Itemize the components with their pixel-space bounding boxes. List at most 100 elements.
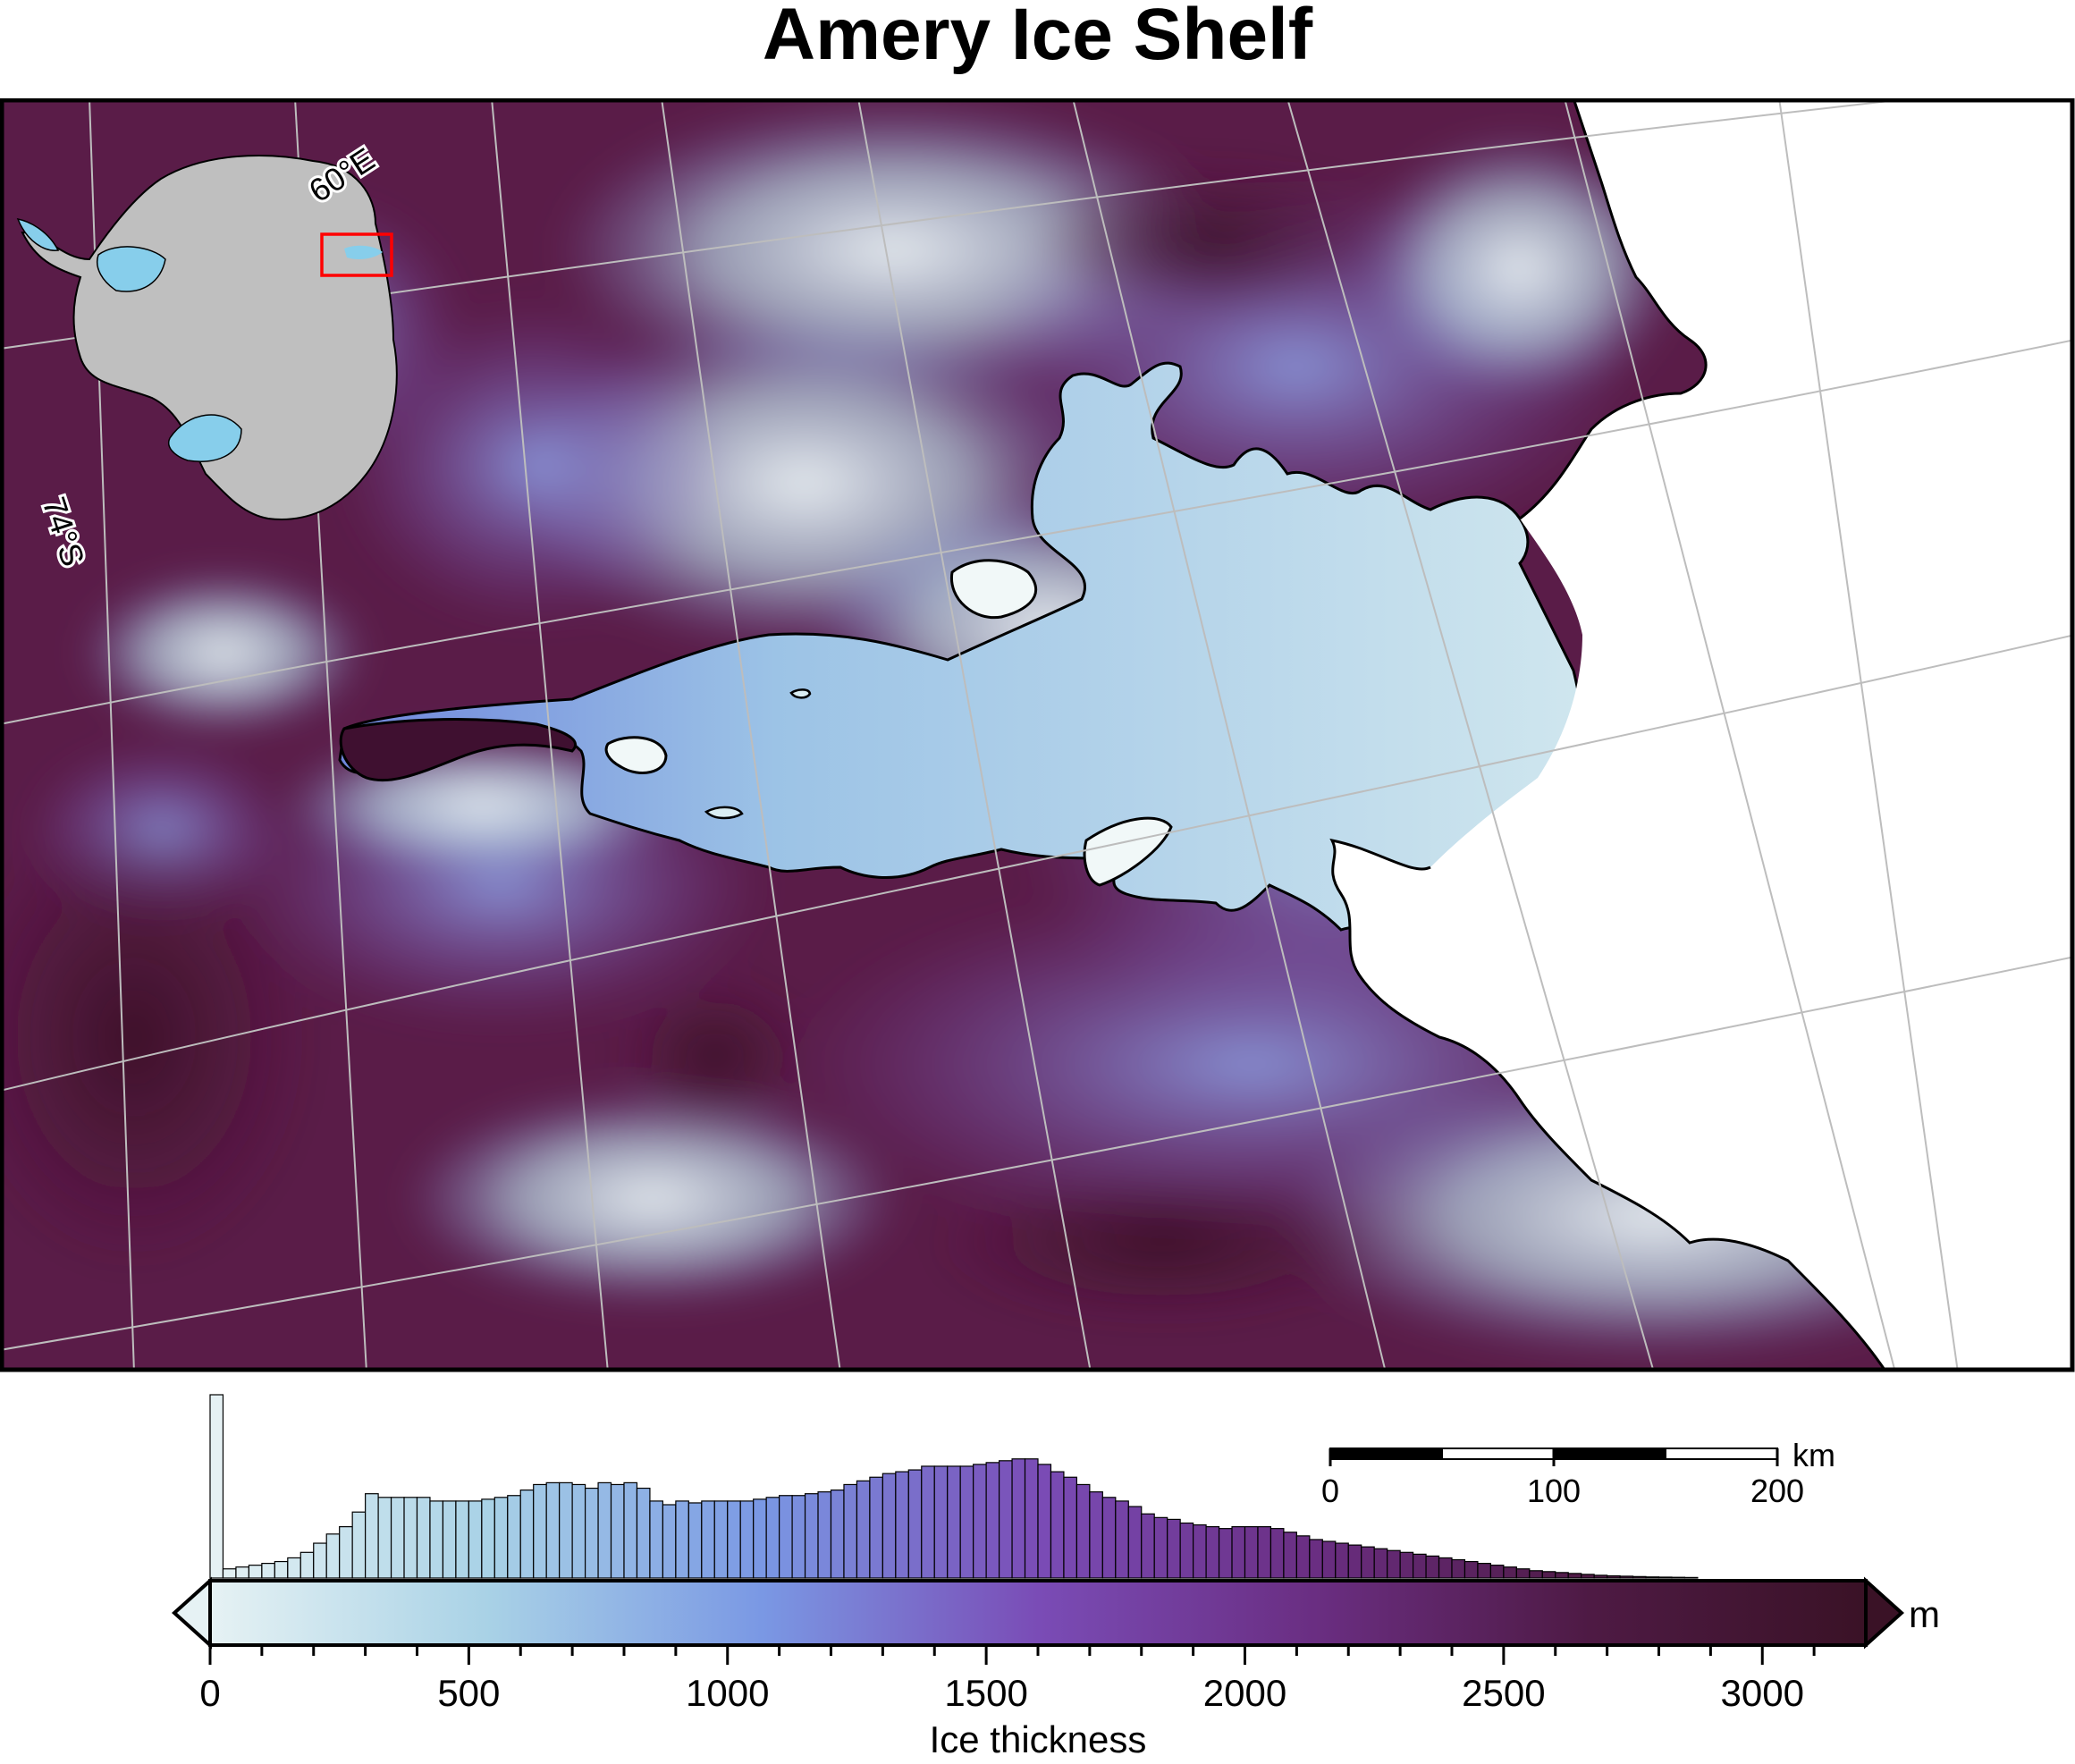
histogram-bar <box>584 1487 599 1579</box>
histogram-bar <box>1632 1575 1647 1579</box>
histogram-bar <box>1438 1557 1453 1579</box>
colorbar-ticks <box>208 1645 1816 1665</box>
ice-rise <box>789 688 812 699</box>
histogram-bar <box>636 1487 651 1579</box>
scale-bar-unit: km <box>1792 1437 1835 1473</box>
histogram-bar <box>235 1566 250 1579</box>
histogram-bar <box>1683 1576 1699 1579</box>
histogram-bar <box>649 1500 664 1579</box>
colorbar-low-arrow <box>172 1576 212 1650</box>
colorbar-label: Ice thickness <box>930 1718 1147 1760</box>
histogram-bar <box>1089 1491 1103 1579</box>
inset-peninsula <box>16 217 60 251</box>
histogram-bar <box>998 1460 1013 1579</box>
scale-bar-tick-100: 100 <box>1527 1473 1581 1509</box>
histogram-bar <box>1619 1575 1634 1579</box>
colorbar-tick-label: 500 <box>437 1672 500 1714</box>
histogram-bar <box>287 1557 301 1579</box>
histogram-bar <box>610 1483 625 1579</box>
ice-rise <box>1083 816 1173 887</box>
histogram-bar <box>895 1471 909 1579</box>
histogram-bar <box>1515 1568 1531 1579</box>
histogram-bar <box>1244 1526 1259 1579</box>
histogram-bar <box>1193 1523 1207 1579</box>
histogram-bar <box>325 1533 341 1579</box>
histogram-bar <box>675 1500 689 1579</box>
histogram-bar <box>1581 1574 1595 1579</box>
ice-rise <box>604 736 668 774</box>
histogram-bar <box>843 1483 858 1579</box>
histogram-bar <box>791 1495 806 1579</box>
histogram-bar <box>1529 1570 1543 1579</box>
histogram-bar <box>455 1500 469 1579</box>
histogram-bar <box>403 1497 418 1579</box>
histogram-bar <box>687 1502 703 1579</box>
histogram-bar <box>507 1495 521 1579</box>
colorbar-tick-label: 2000 <box>1203 1672 1286 1714</box>
histogram-bar <box>1153 1516 1168 1579</box>
histogram-bar <box>261 1563 275 1579</box>
histogram-bar <box>881 1473 897 1579</box>
histogram-bar <box>973 1464 987 1579</box>
histogram-bar <box>1451 1558 1466 1579</box>
histogram-bar <box>274 1560 289 1579</box>
histogram-bar <box>493 1497 509 1579</box>
histogram-bar <box>299 1551 315 1579</box>
histogram-bar <box>1541 1571 1556 1579</box>
histogram-bar <box>1503 1566 1517 1579</box>
scale-bar-tick-200: 200 <box>1750 1473 1804 1509</box>
histogram-bar <box>1141 1513 1155 1579</box>
histogram-bar <box>468 1500 483 1579</box>
histogram-bar <box>765 1497 780 1579</box>
histogram-bar <box>1399 1551 1414 1579</box>
histogram-bar <box>1567 1573 1582 1579</box>
histogram-bar <box>921 1465 935 1579</box>
inset-area-frame <box>320 232 393 277</box>
histogram-bar <box>533 1483 547 1579</box>
histogram-bar <box>1412 1553 1427 1579</box>
inset-antarctica-land <box>21 155 398 520</box>
histogram-bar <box>390 1497 405 1579</box>
histogram-bar <box>1489 1565 1505 1579</box>
histogram-bar <box>1671 1576 1686 1579</box>
colorbar: 0 500 1000 1500 2000 2500 3000 m Ice thickness <box>172 1576 1940 1760</box>
histogram-bar <box>1477 1563 1492 1579</box>
histogram-bar <box>1024 1458 1039 1579</box>
histogram-bar <box>1179 1522 1194 1579</box>
colorbar-unit: m <box>1909 1593 1940 1635</box>
histogram-bar <box>1011 1458 1026 1579</box>
histogram-bar <box>959 1465 974 1579</box>
histogram-bar <box>481 1498 495 1579</box>
ice-rise <box>950 559 1037 620</box>
histogram-bar <box>1373 1548 1388 1579</box>
histogram-bar <box>779 1495 793 1579</box>
histogram-bar <box>1050 1471 1065 1579</box>
inset-ronne-ice-shelf <box>97 246 166 292</box>
histogram-bar <box>1593 1574 1608 1579</box>
inset-amery-ice-shelf <box>344 245 383 259</box>
histogram-bar <box>339 1526 353 1579</box>
histogram-bar <box>559 1481 573 1579</box>
histogram-bar <box>739 1500 755 1579</box>
inset-map <box>16 155 398 520</box>
histogram-bar <box>817 1491 832 1579</box>
histogram-bar <box>727 1500 741 1579</box>
colorbar-tick-labels: 0 500 1000 1500 2000 2500 3000 <box>199 1672 1804 1714</box>
histogram-bar <box>1269 1528 1285 1579</box>
map-title: Amery Ice Shelf <box>762 0 1313 75</box>
histogram-bar <box>1037 1464 1052 1579</box>
histogram-bar <box>248 1565 263 1579</box>
histogram-bar <box>1127 1506 1143 1579</box>
scale-bar-tick-0: 0 <box>1321 1473 1339 1509</box>
histogram-bar <box>1283 1532 1297 1579</box>
histogram-bar <box>377 1497 392 1579</box>
histogram-bar <box>907 1469 923 1579</box>
histogram-bar <box>933 1465 949 1579</box>
histogram-bar <box>1295 1535 1311 1579</box>
histogram-bar <box>1335 1542 1349 1579</box>
histogram-bar <box>1309 1539 1323 1579</box>
histogram-bar <box>597 1481 612 1579</box>
coastline <box>1329 102 1885 1368</box>
histogram-bar <box>571 1483 586 1579</box>
histogram-bar <box>1101 1497 1117 1579</box>
